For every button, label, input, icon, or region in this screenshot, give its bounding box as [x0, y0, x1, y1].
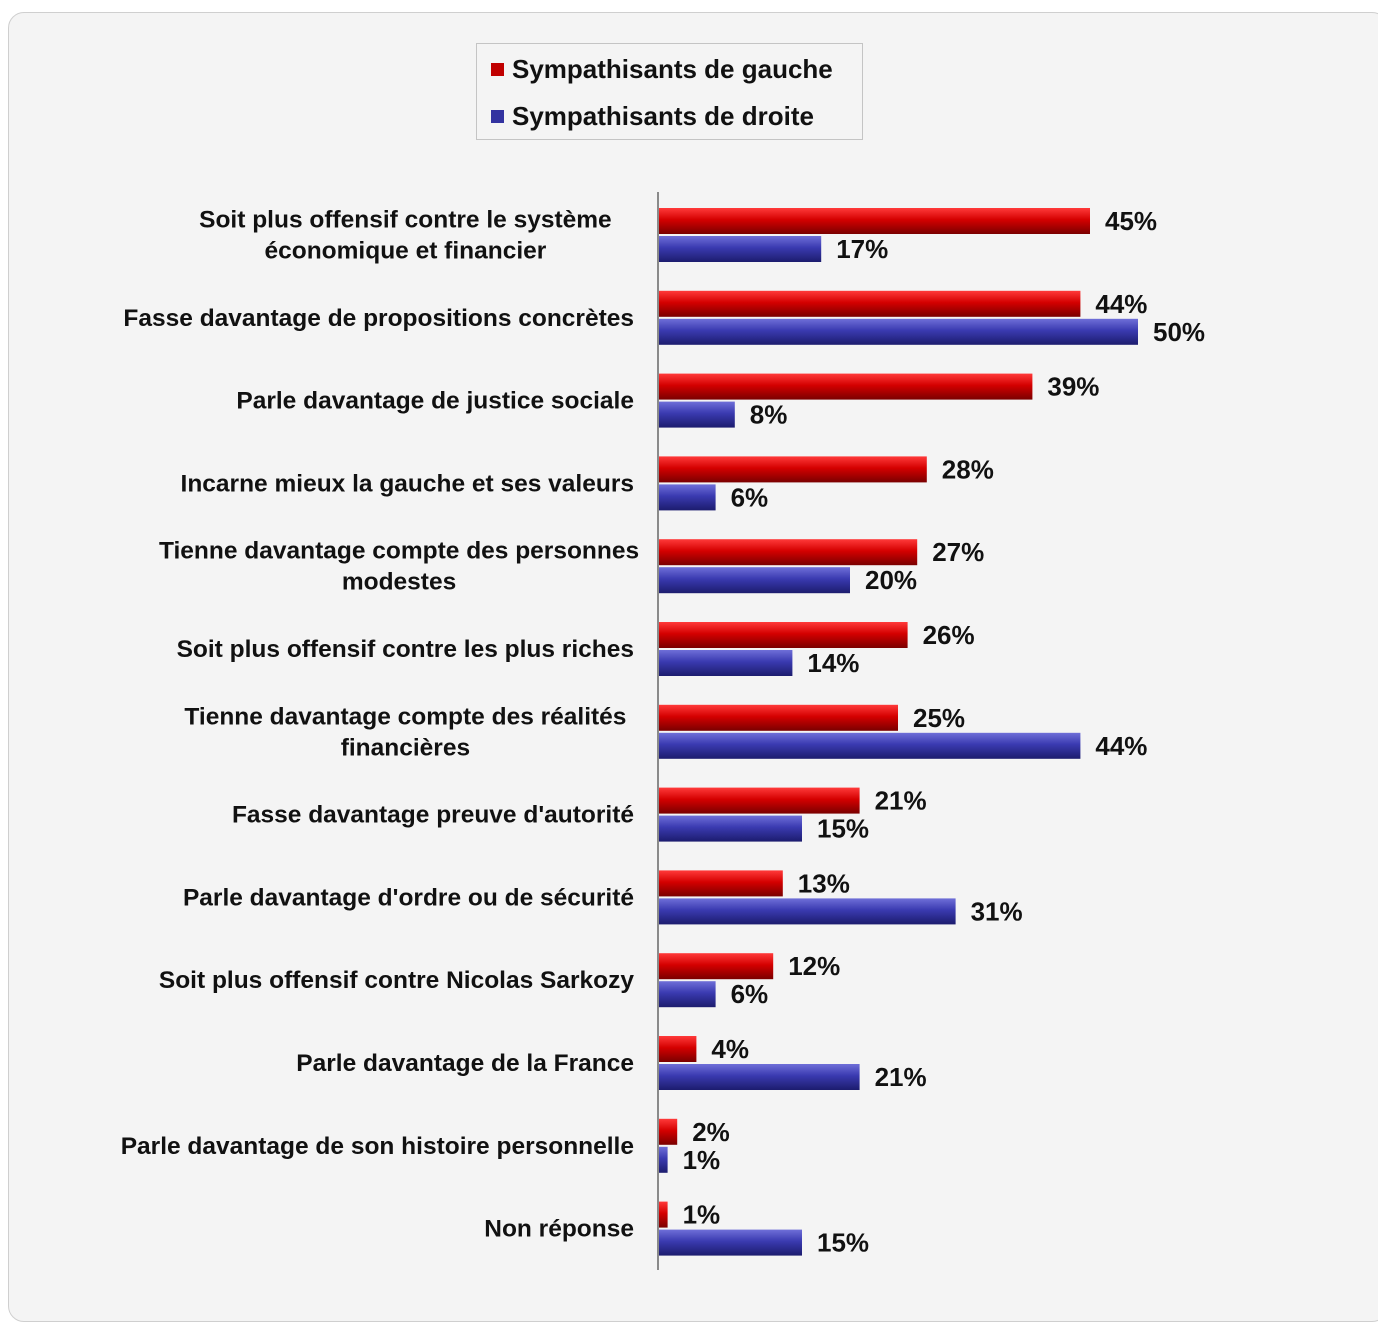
bar-droite	[658, 1229, 802, 1256]
bars-group	[658, 208, 1138, 1256]
category-label-line: Fasse davantage preuve d'autorité	[232, 802, 634, 829]
value-label-gauche: 4%	[711, 1034, 749, 1064]
bar-gauche	[658, 1036, 697, 1062]
category-label-line: financières	[341, 734, 470, 761]
category-label: Parle davantage de justice sociale	[236, 388, 634, 415]
bar-gauche	[658, 1118, 678, 1145]
value-label-droite: 17%	[836, 234, 888, 264]
category-label-line: Tienne davantage compte des réalités	[184, 703, 626, 730]
category-label: Soit plus offensif contre les plus riche…	[177, 636, 634, 663]
value-label-droite: 15%	[817, 814, 869, 844]
category-label: Parle davantage de son histoire personne…	[121, 1133, 634, 1160]
legend-label-gauche: Sympathisants de gauche	[512, 53, 833, 84]
category-label: Soit plus offensif contre Nicolas Sarkoz…	[159, 967, 635, 994]
category-label-line: modestes	[342, 569, 456, 596]
value-label-droite: 15%	[817, 1228, 869, 1258]
value-label-droite: 21%	[875, 1062, 927, 1092]
category-label-line: Parle davantage d'ordre ou de sécurité	[183, 884, 634, 911]
value-label-gauche: 25%	[913, 703, 965, 733]
bar-droite	[658, 650, 793, 676]
legend-swatch-gauche	[491, 62, 504, 76]
category-label: Non réponse	[484, 1216, 634, 1243]
category-label-line: Parle davantage de justice sociale	[236, 388, 634, 415]
category-label: Tienne davantage compte des personnes mod…	[159, 538, 639, 596]
value-label-gauche: 26%	[923, 620, 975, 650]
legend-swatch-droite	[491, 109, 504, 123]
bar-droite	[658, 898, 956, 925]
value-label-gauche: 45%	[1105, 206, 1157, 236]
bar-gauche	[658, 704, 898, 731]
value-label-droite: 6%	[731, 482, 769, 512]
category-label: Tienne davantage compte des réalités fina…	[184, 703, 626, 761]
value-label-droite: 20%	[865, 565, 917, 595]
category-label: Soit plus offensif contre le système écon…	[199, 207, 612, 265]
value-label-gauche: 21%	[875, 786, 927, 816]
value-label-gauche: 44%	[1095, 289, 1147, 319]
bar-gauche	[658, 373, 1033, 400]
bar-gauche	[658, 208, 1090, 234]
category-label-line: Soit plus offensif contre les plus riche…	[177, 636, 634, 663]
category-label: Parle davantage d'ordre ou de sécurité	[183, 884, 634, 911]
value-label-gauche: 39%	[1047, 372, 1099, 402]
value-label-droite: 8%	[750, 400, 788, 430]
value-label-gauche: 2%	[692, 1117, 730, 1147]
bar-droite	[658, 1146, 668, 1173]
value-label-gauche: 13%	[798, 868, 850, 898]
value-label-droite: 6%	[731, 979, 769, 1009]
category-label: Fasse davantage de propositions concrète…	[123, 305, 634, 332]
legend: Sympathisants de gauche Sympathisants de…	[476, 43, 863, 140]
category-label-line: Soit plus offensif contre le système	[199, 207, 612, 234]
value-label-droite: 44%	[1095, 731, 1147, 761]
bar-droite	[658, 815, 802, 842]
value-label-droite: 1%	[683, 1145, 721, 1175]
bar-droite	[658, 1064, 860, 1090]
value-label-gauche: 1%	[683, 1200, 721, 1230]
legend-label-droite: Sympathisants de droite	[512, 100, 814, 131]
legend-item-gauche: Sympathisants de gauche	[491, 54, 833, 84]
category-label-line: Parle davantage de son histoire personne…	[121, 1133, 634, 1160]
bar-droite	[658, 318, 1138, 345]
category-label-line: Soit plus offensif contre Nicolas Sarkoz…	[159, 967, 635, 994]
bar-droite	[658, 981, 716, 1008]
value-label-gauche: 27%	[932, 537, 984, 567]
bar-droite	[658, 567, 850, 594]
bar-gauche	[658, 290, 1081, 317]
legend-item-droite: Sympathisants de droite	[491, 101, 814, 131]
bar-gauche	[658, 622, 908, 648]
category-label: Fasse davantage preuve d'autorité	[232, 802, 634, 829]
bar-droite	[658, 484, 716, 511]
bar-gauche	[658, 870, 783, 897]
bar-gauche	[658, 456, 927, 483]
labels-group: Soit plus offensif contre le système écon…	[121, 206, 1205, 1258]
value-label-droite: 50%	[1153, 317, 1205, 347]
value-label-gauche: 28%	[942, 454, 994, 484]
value-label-droite: 14%	[807, 648, 859, 678]
bar-droite	[658, 236, 822, 262]
bar-gauche	[658, 953, 774, 980]
bar-gauche	[658, 787, 860, 814]
value-label-gauche: 12%	[788, 951, 840, 981]
category-label: Parle davantage de la France	[296, 1050, 634, 1077]
category-label-line: économique et financier	[264, 238, 546, 265]
category-label-line: Parle davantage de la France	[296, 1050, 634, 1077]
category-label-line: Non réponse	[484, 1216, 634, 1243]
category-label-line: Incarne mieux la gauche et ses valeurs	[181, 470, 634, 497]
category-label: Incarne mieux la gauche et ses valeurs	[181, 470, 634, 497]
category-label-line: Tienne davantage compte des personnes	[159, 538, 639, 565]
value-label-droite: 31%	[971, 896, 1023, 926]
bar-gauche	[658, 539, 918, 566]
bar-gauche	[658, 1201, 668, 1228]
category-label-line: Fasse davantage de propositions concrète…	[123, 305, 634, 332]
bar-droite	[658, 401, 735, 428]
bar-droite	[658, 732, 1081, 759]
